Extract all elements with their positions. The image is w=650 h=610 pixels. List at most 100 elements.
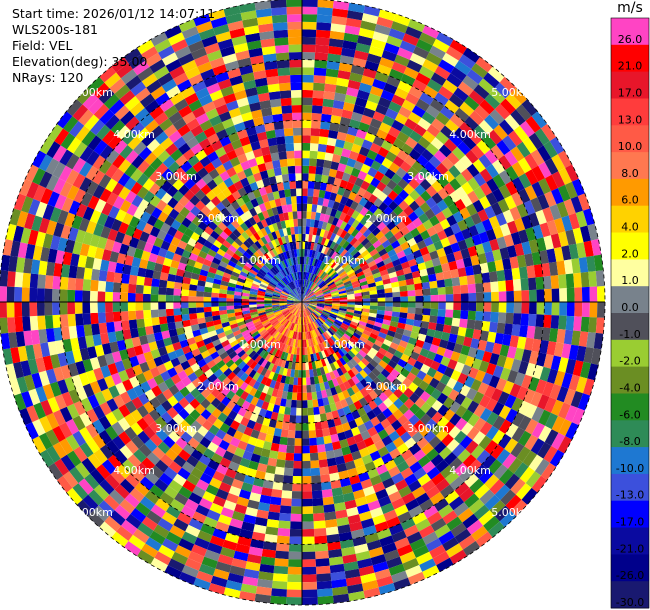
range-gate <box>296 347 300 355</box>
range-gate <box>363 420 374 431</box>
range-gate <box>306 324 310 332</box>
range-gate <box>359 336 368 344</box>
range-gate <box>476 139 491 155</box>
range-gate <box>344 330 353 338</box>
range-gate <box>285 250 291 259</box>
range-gate <box>315 292 324 297</box>
range-gate <box>324 152 334 162</box>
range-gate <box>341 546 356 557</box>
range-gate <box>466 203 478 216</box>
range-gate <box>499 119 514 136</box>
range-gate <box>294 445 302 454</box>
range-gate <box>423 295 431 302</box>
range-gate <box>367 260 377 268</box>
range-gate <box>288 173 296 182</box>
range-gate <box>274 357 281 366</box>
range-gate <box>258 285 267 291</box>
range-gate <box>401 449 414 461</box>
range-gate <box>205 108 219 120</box>
range-gate <box>354 177 364 188</box>
range-gate <box>240 177 250 188</box>
range-gate <box>159 98 175 112</box>
range-gate <box>213 418 224 430</box>
range-gate <box>302 14 318 23</box>
range-gate <box>518 188 531 204</box>
range-gate <box>295 297 302 302</box>
range-gate <box>240 342 249 350</box>
range-gate <box>170 219 182 230</box>
range-gate <box>189 313 198 320</box>
range-gate <box>257 163 267 173</box>
range-gate <box>295 272 299 280</box>
range-gate <box>255 179 265 189</box>
range-gate <box>309 257 314 266</box>
range-gate <box>86 438 100 454</box>
range-gate <box>101 129 117 145</box>
range-gate <box>345 313 354 319</box>
range-gate <box>238 274 247 281</box>
range-gate <box>346 436 357 447</box>
range-gate <box>265 129 276 139</box>
range-gate <box>149 105 164 120</box>
range-gate <box>432 38 450 53</box>
range-gate <box>323 349 330 358</box>
range-gate <box>468 499 485 514</box>
range-gate <box>298 287 301 295</box>
range-gate <box>75 203 88 218</box>
range-gate <box>16 210 29 228</box>
range-gate <box>234 357 244 367</box>
range-gate <box>546 341 557 356</box>
range-gate <box>429 315 438 324</box>
range-gate <box>351 210 360 220</box>
range-gate <box>36 288 45 302</box>
range-gate <box>165 308 174 317</box>
range-gate <box>475 56 493 73</box>
range-gate <box>597 302 605 318</box>
range-gate <box>167 32 185 46</box>
range-gate <box>302 309 304 318</box>
range-gate <box>150 504 166 518</box>
range-gate <box>177 262 187 271</box>
range-gate <box>87 245 98 258</box>
range-gate <box>302 6 318 15</box>
range-gate <box>53 262 63 277</box>
range-gate <box>533 264 544 278</box>
range-gate <box>514 243 525 257</box>
range-gate <box>353 433 364 444</box>
range-gate <box>494 103 511 120</box>
range-gate <box>87 195 100 210</box>
range-gate <box>155 392 168 405</box>
range-gate <box>55 250 65 265</box>
range-gate <box>105 411 118 426</box>
range-gate <box>287 303 295 306</box>
range-gate <box>317 279 324 286</box>
range-gate <box>359 260 368 268</box>
range-gate <box>305 369 310 378</box>
range-gate <box>575 376 588 394</box>
range-gate <box>354 416 364 427</box>
range-gate <box>327 419 336 428</box>
range-gate <box>226 443 238 455</box>
range-gate <box>335 266 344 274</box>
range-gate <box>446 516 463 531</box>
range-gate <box>376 309 385 315</box>
range-gate <box>290 226 295 235</box>
range-gate <box>248 47 263 58</box>
range-gate <box>492 249 503 262</box>
range-gate <box>90 468 105 485</box>
range-gate <box>302 173 309 181</box>
range-gate <box>166 173 179 186</box>
range-gate <box>447 234 458 245</box>
range-gate <box>146 359 157 370</box>
range-gate <box>325 411 334 421</box>
range-gate <box>488 375 500 389</box>
range-gate <box>67 289 76 302</box>
range-gate <box>177 511 192 525</box>
range-gate <box>367 316 377 322</box>
range-gate <box>409 538 426 552</box>
range-gate <box>252 148 263 158</box>
range-gate <box>133 345 144 356</box>
range-gate <box>283 467 294 476</box>
range-gate <box>268 91 281 100</box>
range-gate <box>237 349 246 358</box>
